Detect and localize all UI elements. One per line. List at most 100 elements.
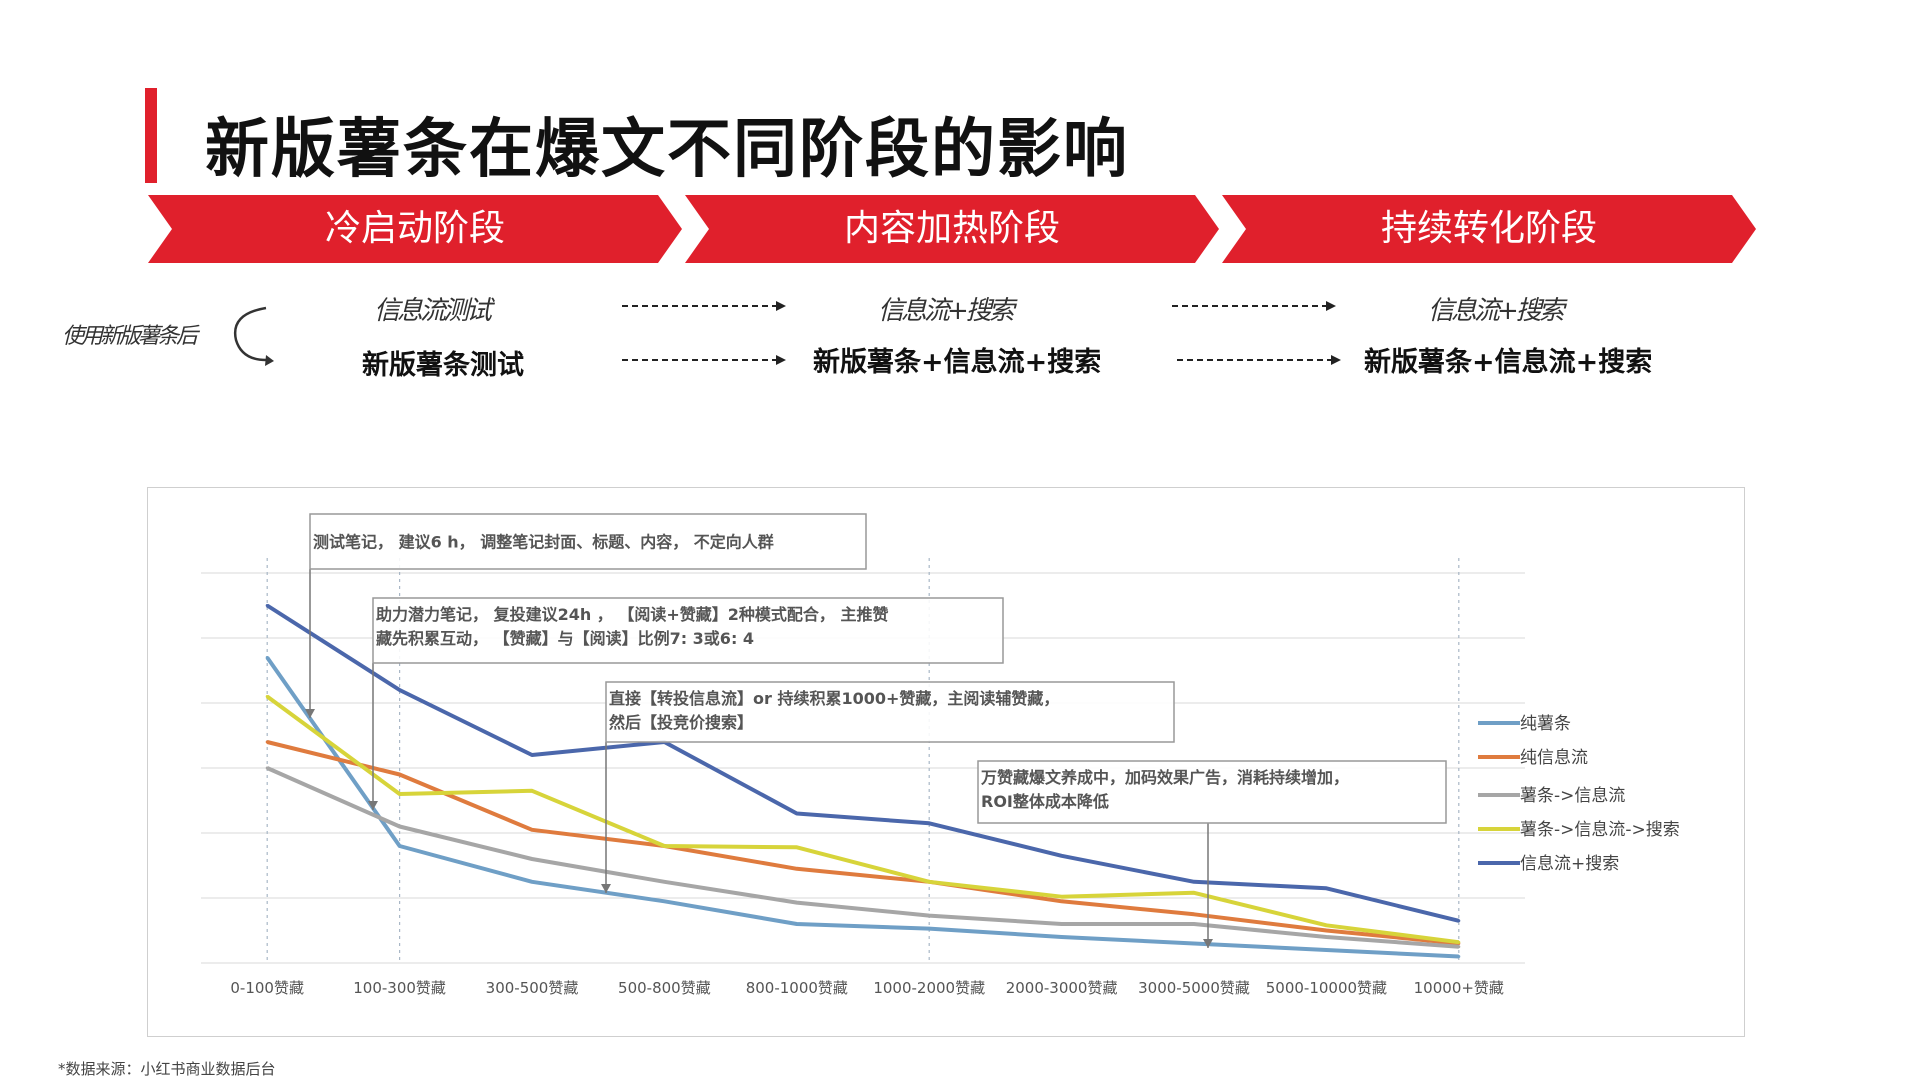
series-line-4: [266, 694, 1460, 945]
legend-label: 薯条->信息流: [1520, 786, 1625, 806]
data-source-note: *数据来源：小红书商业数据后台: [58, 1060, 276, 1078]
data-point: [795, 901, 799, 905]
stage-label: 冷启动阶段: [324, 208, 505, 249]
stage-heating: 内容加热阶段: [685, 195, 1219, 263]
x-tick-label: 100-300赞藏: [353, 979, 446, 997]
annotation-arrowhead: [601, 884, 611, 893]
legend-label: 薯条->信息流->搜索: [1520, 820, 1680, 840]
data-point: [1060, 854, 1064, 858]
stage-cold-start: 冷启动阶段: [148, 195, 682, 263]
x-tick-label: 2000-3000赞藏: [1006, 979, 1118, 997]
data-point: [265, 740, 269, 744]
dashed-arrow-icon: [1177, 355, 1341, 365]
data-point: [398, 688, 402, 692]
x-tick-label: 5000-10000赞藏: [1266, 979, 1387, 997]
data-point: [662, 844, 666, 848]
data-point: [662, 880, 666, 884]
annotation-text: 藏先积累互动， 【赞藏】与【阅读】比例7: 3或6: 4: [376, 629, 754, 648]
data-point: [662, 899, 666, 903]
data-point: [1060, 895, 1064, 899]
data-point: [398, 792, 402, 796]
title-accent-bar: [145, 88, 157, 183]
data-point: [1324, 929, 1328, 932]
legend-label: 纯信息流: [1520, 748, 1588, 768]
data-point: [927, 821, 931, 825]
side-label: 使用新版薯条后: [62, 324, 198, 349]
x-tick-label: 800-1000赞藏: [746, 979, 848, 997]
legend-label: 信息流+搜索: [1520, 854, 1619, 874]
data-point: [1192, 880, 1196, 884]
data-point: [795, 867, 799, 871]
annotation-box: [309, 513, 867, 570]
data-point: [927, 914, 931, 918]
dashed-arrow-icon: [622, 355, 786, 365]
data-point: [530, 828, 534, 832]
line-chart: 0-100赞藏 100-300赞藏 300-500赞藏 500-800赞藏 800-10…: [201, 513, 1680, 997]
flow-after-1: 新版薯条测试: [362, 350, 524, 381]
page-title: 新版薯条在爆文不同阶段的影响: [205, 112, 1129, 187]
chart-frame: 0-100赞藏 100-300赞藏 300-500赞藏 500-800赞藏 800-10…: [147, 487, 1745, 1037]
data-point: [1192, 912, 1196, 916]
series-line-5: [266, 603, 1460, 923]
stage-label: 持续转化阶段: [1380, 208, 1597, 249]
flow-before-1: 信息流测试: [374, 296, 492, 326]
data-point: [265, 656, 269, 659]
data-point: [795, 812, 799, 815]
data-point: [265, 604, 269, 607]
data-point: [1060, 935, 1064, 939]
cycle-arrow-icon: [233, 306, 274, 366]
annotation-text: 直接【转投信息流】or 持续积累1000+赞藏，主阅读辅赞藏，: [609, 689, 1059, 708]
data-point: [1324, 923, 1328, 927]
annotation-text: 然后【投竞价搜索】: [609, 713, 753, 732]
data-point: [1324, 886, 1328, 890]
data-point: [927, 880, 931, 884]
annotation-box: [605, 681, 1175, 743]
data-point: [1457, 940, 1461, 944]
data-point: [398, 825, 402, 828]
annotation-text: 助力潜力笔记， 复投建议24h ， 【阅读+赞藏】2种模式配合， 主推赞: [376, 605, 888, 624]
annotation-text: 万赞藏爆文养成中，加码效果广告，消耗持续增加，: [980, 768, 1349, 787]
series-line-2: [266, 740, 1459, 946]
annotation-arrowhead: [305, 709, 315, 718]
x-tick-label: 10000+赞藏: [1414, 979, 1504, 997]
annotation-box: [372, 597, 1004, 664]
data-point: [265, 766, 269, 770]
data-point: [530, 857, 534, 861]
data-point: [1457, 945, 1461, 949]
data-point: [927, 927, 931, 931]
legend-label: 纯薯条: [1520, 714, 1571, 734]
data-point: [1457, 955, 1461, 958]
data-point: [1060, 899, 1064, 903]
data-point: [398, 773, 402, 776]
data-point: [398, 844, 402, 848]
annotation-text: ROI整体成本降低: [981, 792, 1109, 811]
dashed-arrow-icon: [1172, 301, 1336, 311]
annotation-arrowhead: [368, 801, 378, 810]
data-point: [1192, 922, 1196, 926]
data-point: [1192, 891, 1196, 895]
flow-before-2: 信息流+搜索: [878, 296, 1015, 326]
stage-label: 内容加热阶段: [843, 208, 1060, 249]
data-point: [795, 922, 799, 926]
annotation-arrowhead: [1203, 939, 1213, 948]
x-tick-label: 300-500赞藏: [486, 979, 579, 997]
series-line-1: [265, 656, 1459, 959]
dashed-arrow-icon: [622, 301, 786, 311]
series-line-3: [266, 766, 1459, 949]
data-point: [530, 789, 534, 793]
data-point: [530, 753, 534, 757]
x-tick-label: 1000-2000赞藏: [873, 979, 985, 997]
flow-after-2: 新版薯条+信息流+搜索: [813, 347, 1102, 378]
data-point: [795, 845, 799, 849]
annotation-text: 测试笔记， 建议6 h， 调整笔记封面、标题、内容， 不定向人群: [313, 533, 774, 552]
data-point: [1324, 935, 1328, 939]
data-point: [1192, 942, 1196, 945]
x-tick-label: 3000-5000赞藏: [1138, 979, 1250, 997]
data-point: [1060, 922, 1064, 926]
data-point: [1457, 919, 1461, 923]
flow-before-3: 信息流+搜索: [1428, 296, 1565, 326]
data-point: [530, 880, 534, 884]
x-tick-label: 0-100赞藏: [230, 979, 304, 997]
data-point: [265, 695, 269, 698]
x-tick-label: 500-800赞藏: [618, 979, 711, 997]
